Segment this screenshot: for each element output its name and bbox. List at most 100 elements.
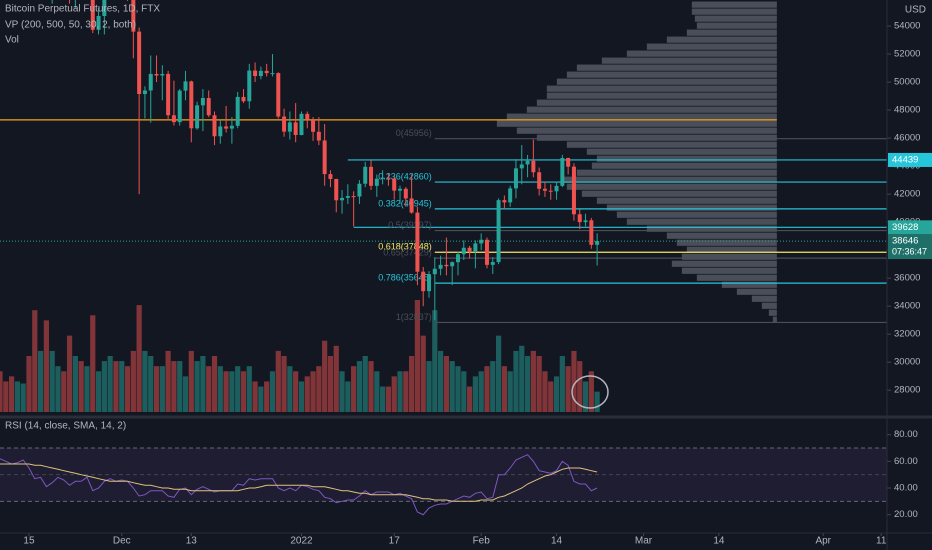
candle-body <box>473 243 478 252</box>
candle-body <box>264 70 269 74</box>
rsi-tick-label: 60.00 <box>894 456 918 467</box>
volume-bar <box>61 371 67 412</box>
candle-body <box>334 178 339 201</box>
candle-body <box>467 247 472 252</box>
candle-body <box>490 262 495 265</box>
indicator-label: VP (200, 500, 50, 30, 2, both) <box>5 20 136 31</box>
candle-body <box>195 105 200 129</box>
volume-bar <box>72 356 78 412</box>
x-tick-label: 2022 <box>290 536 313 547</box>
x-tick-label: 17 <box>389 536 401 547</box>
candle-body <box>311 119 316 132</box>
volume-bar <box>14 381 20 412</box>
price-label: 38646 <box>892 236 918 247</box>
volume-bar <box>258 386 264 412</box>
candle-body <box>189 81 194 129</box>
volume-bar <box>519 345 525 412</box>
candle-body <box>316 131 321 141</box>
volume-profile-row <box>506 113 777 120</box>
price-label: 39628 <box>892 222 918 233</box>
volume-bar <box>159 366 165 412</box>
candle-body <box>403 188 408 199</box>
volume-bar <box>130 350 136 412</box>
volume-profile-row <box>626 50 777 57</box>
candle-body <box>287 122 292 132</box>
volume-profile-row <box>546 92 777 99</box>
fib-label: 0.618(37848) <box>378 242 432 252</box>
volume-bar <box>391 376 397 412</box>
candle-body <box>340 197 345 201</box>
candle-body <box>276 73 281 117</box>
volume-bar <box>26 356 32 412</box>
candle-body <box>258 70 263 77</box>
volume-profile-row <box>601 57 777 64</box>
volume-bar <box>559 356 565 412</box>
volume-bar <box>438 350 444 412</box>
candle-body <box>171 115 176 123</box>
candle-body <box>212 115 217 137</box>
volume-bar <box>490 361 496 412</box>
candle-body <box>513 168 518 189</box>
volume-bar <box>90 315 96 412</box>
candle-body <box>560 157 565 186</box>
candle-body <box>137 31 142 94</box>
candle-body <box>479 239 484 244</box>
volume-profile-row <box>596 197 777 204</box>
candle-body <box>241 96 246 102</box>
candle-body <box>293 122 298 136</box>
candle-body <box>345 196 350 198</box>
volume-bar <box>20 383 26 412</box>
candle-body <box>415 212 420 272</box>
candle-body <box>508 188 513 203</box>
candle-body <box>519 164 524 169</box>
volume-bar <box>252 381 258 412</box>
volume-bar <box>449 361 455 412</box>
x-tick-label: 15 <box>23 536 35 547</box>
volume-bar <box>304 376 310 412</box>
volume-bar <box>49 350 55 412</box>
volume-bar <box>536 356 542 412</box>
candle-body <box>583 220 588 223</box>
volume-bar <box>565 366 571 412</box>
volume-bar <box>548 381 554 412</box>
volume-bar <box>455 366 461 412</box>
candle-body <box>444 264 449 267</box>
volume-profile-row <box>496 120 777 127</box>
candle-body <box>183 81 188 91</box>
volume-bar <box>66 335 73 412</box>
volume-bar <box>171 361 177 412</box>
candle-body <box>589 220 594 245</box>
y-tick-label: 32000 <box>894 329 920 340</box>
volume-bar <box>316 366 322 412</box>
volume-profile-row <box>686 29 777 36</box>
volume-bar <box>542 371 548 412</box>
x-tick-label: Feb <box>473 536 491 547</box>
candle-body <box>142 90 147 94</box>
volume-profile-row <box>681 253 777 260</box>
candle-body <box>461 247 466 255</box>
volume-bar <box>101 361 107 412</box>
candle-body <box>200 98 205 106</box>
candle-body <box>328 174 333 179</box>
volume-bar <box>95 371 102 412</box>
y-tick-label: 50000 <box>894 77 920 88</box>
volume-bar <box>217 366 223 412</box>
volume-bar <box>148 356 154 412</box>
volume-profile-row <box>666 232 777 239</box>
candle-body <box>218 126 223 137</box>
candle-body <box>502 200 507 203</box>
volume-bar <box>461 371 467 412</box>
indicator-label: Vol <box>5 35 19 46</box>
volume-bar <box>43 320 49 412</box>
volume-profile-row <box>566 71 777 78</box>
candle-body <box>131 0 136 32</box>
price-countdown: 07:36:47 <box>892 246 927 256</box>
volume-profile-row <box>691 1 777 8</box>
volume-bar <box>414 300 421 412</box>
volume-bar <box>78 361 84 412</box>
volume-profile-row <box>696 274 777 281</box>
main-pane: 0(45956) 0.236(42860) 0.382(40945) 0.5(3939… <box>0 0 887 412</box>
candle-body <box>154 73 159 76</box>
fib-label: 0.382(40945) <box>378 198 432 208</box>
volume-bar <box>385 386 392 412</box>
